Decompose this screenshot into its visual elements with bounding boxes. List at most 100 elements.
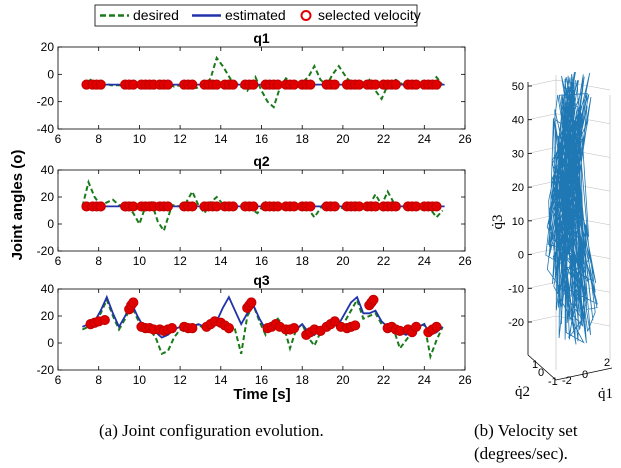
selected-velocity-point — [350, 320, 361, 331]
x-tick-label: 12 — [173, 373, 187, 387]
selected-velocity-point — [394, 325, 405, 336]
selected-velocity-point — [368, 294, 379, 305]
selected-velocity-point — [329, 79, 340, 90]
y-tick-label: 20 — [41, 309, 55, 323]
selected-velocity-point — [246, 297, 257, 308]
selected-velocity-point — [95, 79, 106, 90]
selected-velocity-point — [223, 323, 235, 334]
floor-axes — [527, 354, 613, 381]
grid-line — [527, 315, 557, 323]
q2-tick-label: 1 — [532, 359, 538, 371]
y-tick-label: 20 — [41, 190, 55, 204]
x-tick-label: 18 — [296, 254, 310, 268]
selected-velocity-point — [305, 79, 316, 90]
x-tick-label: 6 — [55, 132, 62, 146]
caption-b-line1: (b) Velocity set — [474, 421, 578, 440]
z-tick-label: 50 — [512, 81, 524, 93]
legend-selected-swatch — [300, 10, 312, 21]
x-tick-label: 12 — [173, 132, 187, 146]
selected-velocity-point — [227, 201, 239, 212]
x-tick-label: 26 — [458, 373, 472, 387]
z-axis-label: q̇3 — [490, 215, 506, 230]
y-tick-label: -20 — [37, 95, 55, 109]
subplot-q2: q2 6 8 10 12 14 16 18 20 22 24 26 -20 0 20 40 — [37, 153, 472, 268]
x-tick-label: 26 — [458, 132, 472, 146]
caption-a: (a) Joint configuration evolution. — [99, 421, 324, 440]
grid-line — [527, 248, 557, 255]
x-tick-label: 6 — [55, 254, 62, 268]
plot-area — [57, 46, 466, 130]
selected-velocity-point — [248, 201, 259, 212]
selected-velocity-point — [187, 79, 198, 90]
selected-velocity-point — [431, 201, 442, 212]
selected-velocity-point — [95, 201, 106, 212]
q1-tick-label: 0 — [582, 369, 588, 381]
x-tick-label: 18 — [296, 132, 310, 146]
selected-velocity-point — [227, 79, 239, 90]
grid-line — [527, 147, 557, 154]
q1-tick-label: -2 — [562, 375, 572, 387]
velocity-set-trajectory — [545, 71, 598, 345]
x-tick-label: 24 — [418, 254, 432, 268]
x-tick-label: 14 — [214, 132, 228, 146]
x-tick-label: 20 — [336, 132, 350, 146]
x-tick-label: 24 — [418, 132, 432, 146]
x-tick-label: 22 — [377, 373, 391, 387]
selected-velocity-point — [187, 323, 198, 334]
subplot-q3: q3 6 8 10 12 14 16 18 20 22 24 26 -20 0 20 40 — [37, 272, 472, 387]
y-tick-label: 0 — [47, 336, 54, 350]
z-tick-label: 10 — [512, 216, 524, 228]
x-tick-label: 16 — [255, 132, 269, 146]
legend-desired-label: desired — [133, 7, 179, 23]
legend: desired estimated selected velocity — [94, 4, 421, 27]
z-tick-label: 0 — [518, 250, 524, 262]
selected-velocity-point — [431, 321, 442, 332]
selected-velocity-point — [305, 201, 316, 212]
z-tick-label: 20 — [512, 182, 524, 194]
z-tick-label: -20 — [508, 317, 524, 329]
selected-velocity-point — [128, 297, 139, 308]
selected-velocity-point — [390, 79, 401, 90]
x-tick-label: 8 — [95, 373, 102, 387]
selected-velocity-point — [162, 79, 173, 90]
x-tick-label: 14 — [214, 254, 228, 268]
x-tick-label: 12 — [173, 254, 187, 268]
selected-velocity-point — [248, 79, 259, 90]
x-tick-label: 26 — [458, 254, 472, 268]
x-tick-label: 6 — [55, 373, 62, 387]
plot-area — [57, 169, 466, 252]
caption-b-line2: (degrees/sec). — [474, 444, 568, 463]
selected-velocity-point — [431, 79, 442, 90]
x-tick-label: 10 — [133, 132, 147, 146]
y-tick-label: 20 — [41, 40, 55, 54]
subplot-title: q3 — [253, 272, 270, 288]
z-tick-label: -10 — [508, 283, 524, 295]
x-tick-label: 16 — [255, 373, 269, 387]
y-axis-label: Joint angles (o) — [9, 150, 26, 261]
x-tick-label: 22 — [377, 132, 391, 146]
z-tick-label: 30 — [512, 148, 524, 160]
selected-velocity-point — [162, 201, 173, 212]
selected-velocity-point — [329, 201, 340, 212]
selected-velocity-point — [166, 323, 178, 334]
grid-line — [527, 282, 557, 289]
selected-velocity-point — [390, 201, 401, 212]
desired-line — [81, 55, 444, 109]
subplot-title: q1 — [253, 30, 270, 46]
x-tick-label: 8 — [95, 132, 102, 146]
selected-velocity-point — [411, 321, 422, 332]
z-tick-label: 40 — [512, 115, 524, 127]
q2-tick-label: -1 — [548, 376, 558, 388]
legend-box — [94, 4, 418, 27]
x-tick-label: 24 — [418, 373, 432, 387]
y-tick-label: 40 — [41, 163, 55, 177]
q2-axis-label: q̇2 — [515, 384, 530, 400]
x-tick-label: 20 — [336, 373, 350, 387]
selected-velocity-point — [187, 201, 198, 212]
selected-velocity-point — [288, 323, 300, 334]
grid-line — [527, 113, 557, 120]
legend-selected-label: selected velocity — [318, 7, 421, 23]
q1-tick-label: 2 — [604, 357, 610, 369]
